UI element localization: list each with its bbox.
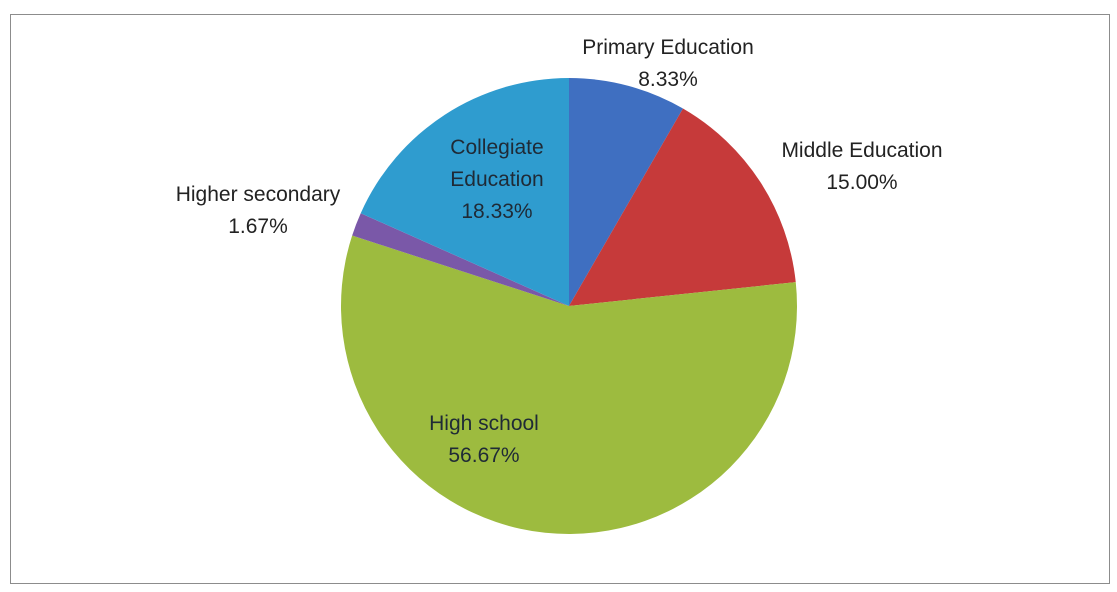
pie-slice-higher-secondary [352,213,569,306]
data-label-collegiate-education: Collegiate Education 18.33% [450,136,543,223]
pie-slice-primary-education [569,78,683,306]
data-label-primary-education: Primary Education 8.33% [582,36,754,91]
pie-slices [341,78,797,535]
data-label-high-school: High school 56.67% [429,412,539,467]
pie-labels: Primary Education 8.33% Middle Education 15… [176,36,943,467]
data-label-middle-education: Middle Education 15.00% [781,139,942,194]
data-label-higher-secondary: Higher secondary 1.67% [176,183,341,238]
pie-slice-collegiate-education [360,78,569,306]
pie-slice-middle-education [569,108,796,306]
pie-slice-high-school [341,235,797,535]
